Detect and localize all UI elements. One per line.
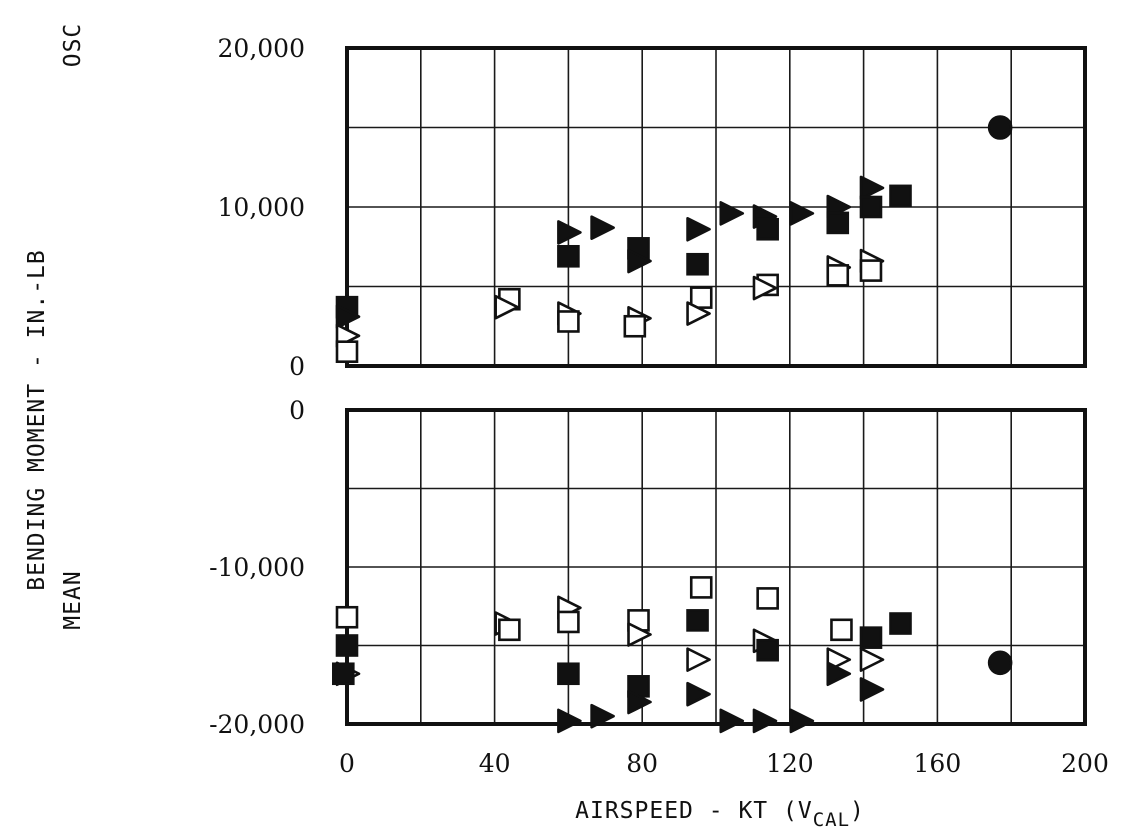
filled-square-marker [826,211,850,235]
filled-triangle-marker [557,708,582,734]
filled-square-marker [557,662,580,686]
open-square-marker [756,587,779,610]
filled-triangle-marker [590,215,615,240]
y-axis-label: BENDING MOMENT - IN.-LB [24,249,50,591]
x-tick-label: 120 [766,749,814,778]
x-tick-label: 160 [914,749,962,778]
filled-triangle-marker [719,708,745,734]
filled-triangle-marker [686,681,711,707]
open-square-marker [623,314,647,338]
open-triangle-marker [686,647,711,672]
open-square-marker [335,340,359,363]
filled-triangle-marker [752,708,778,734]
open-triangle-marker [627,622,652,647]
x-tick-label: 40 [479,749,511,778]
filled-triangle-marker [719,201,745,226]
filled-square-marker [756,638,779,662]
x-axis-label-close: ) [850,798,865,824]
y-tick-label: 10,000 [218,193,305,222]
osc-panel-label: OSC [60,23,86,68]
y-tick-label: 20,000 [218,34,305,63]
plot-frame [345,46,1087,368]
open-square-marker [830,618,853,642]
osc-panel: 20,000 10,000 0 OSC [60,23,1087,381]
filled-square-marker [335,634,359,657]
filled-triangle-marker [627,689,652,715]
y-tick-label: -10,000 [209,553,305,582]
open-square-marker [557,610,580,634]
filled-square-marker [889,612,912,635]
y-tick-label: -20,000 [209,710,305,739]
open-square-marker [859,259,883,282]
y-tick-label: 0 [289,396,305,425]
filled-square-marker [686,609,709,632]
filled-triangle-marker [859,175,885,201]
open-square-marker [826,264,850,287]
open-square-marker [689,576,713,599]
filled-circle-marker [987,115,1013,140]
open-triangle-marker [686,301,711,326]
filled-triangle-marker [789,708,815,734]
open-triangle-marker [752,275,778,301]
filled-triangle-marker [627,248,652,274]
open-square-marker [498,618,521,642]
filled-triangle-marker [590,703,615,729]
x-axis-label-main: AIRSPEED - KT (V [575,798,813,824]
x-tick-label: 200 [1061,749,1109,778]
plot-frame [345,408,1087,726]
y-tick-label: 0 [289,352,305,381]
filled-triangle-marker [557,220,582,245]
x-tick-label: 0 [339,749,355,778]
filled-square-marker [332,662,355,686]
filled-triangle-marker [335,304,361,330]
filled-triangle-marker [686,216,711,242]
filled-square-marker [686,252,709,276]
filled-square-marker [557,244,580,268]
open-triangle-marker [859,647,885,672]
filled-triangle-marker [789,201,815,226]
x-tick-label: 80 [626,749,658,778]
x-axis-label: AIRSPEED - KT (VCAL) [575,798,865,831]
filled-square-marker [889,184,912,208]
x-axis-label-subscript: CAL [813,809,850,831]
open-square-marker [335,605,359,629]
filled-triangle-marker [826,661,852,687]
mean-panel-label: MEAN [60,570,86,629]
filled-square-marker [756,217,779,241]
open-triangle-marker [494,294,519,320]
filled-circle-marker [987,650,1013,676]
filled-square-marker [859,195,883,219]
mean-panel: 0 -10,000 -20,000 MEAN 0 40 80 120 160 200 [60,396,1109,778]
open-square-marker [557,310,580,333]
filled-triangle-marker [859,677,885,702]
filled-square-marker [859,626,883,649]
open-square-marker [689,286,713,309]
